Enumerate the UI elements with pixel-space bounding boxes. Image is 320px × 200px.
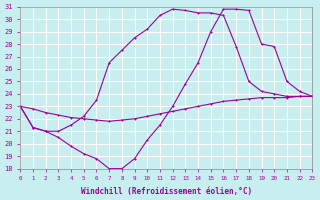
X-axis label: Windchill (Refroidissement éolien,°C): Windchill (Refroidissement éolien,°C) xyxy=(81,187,252,196)
